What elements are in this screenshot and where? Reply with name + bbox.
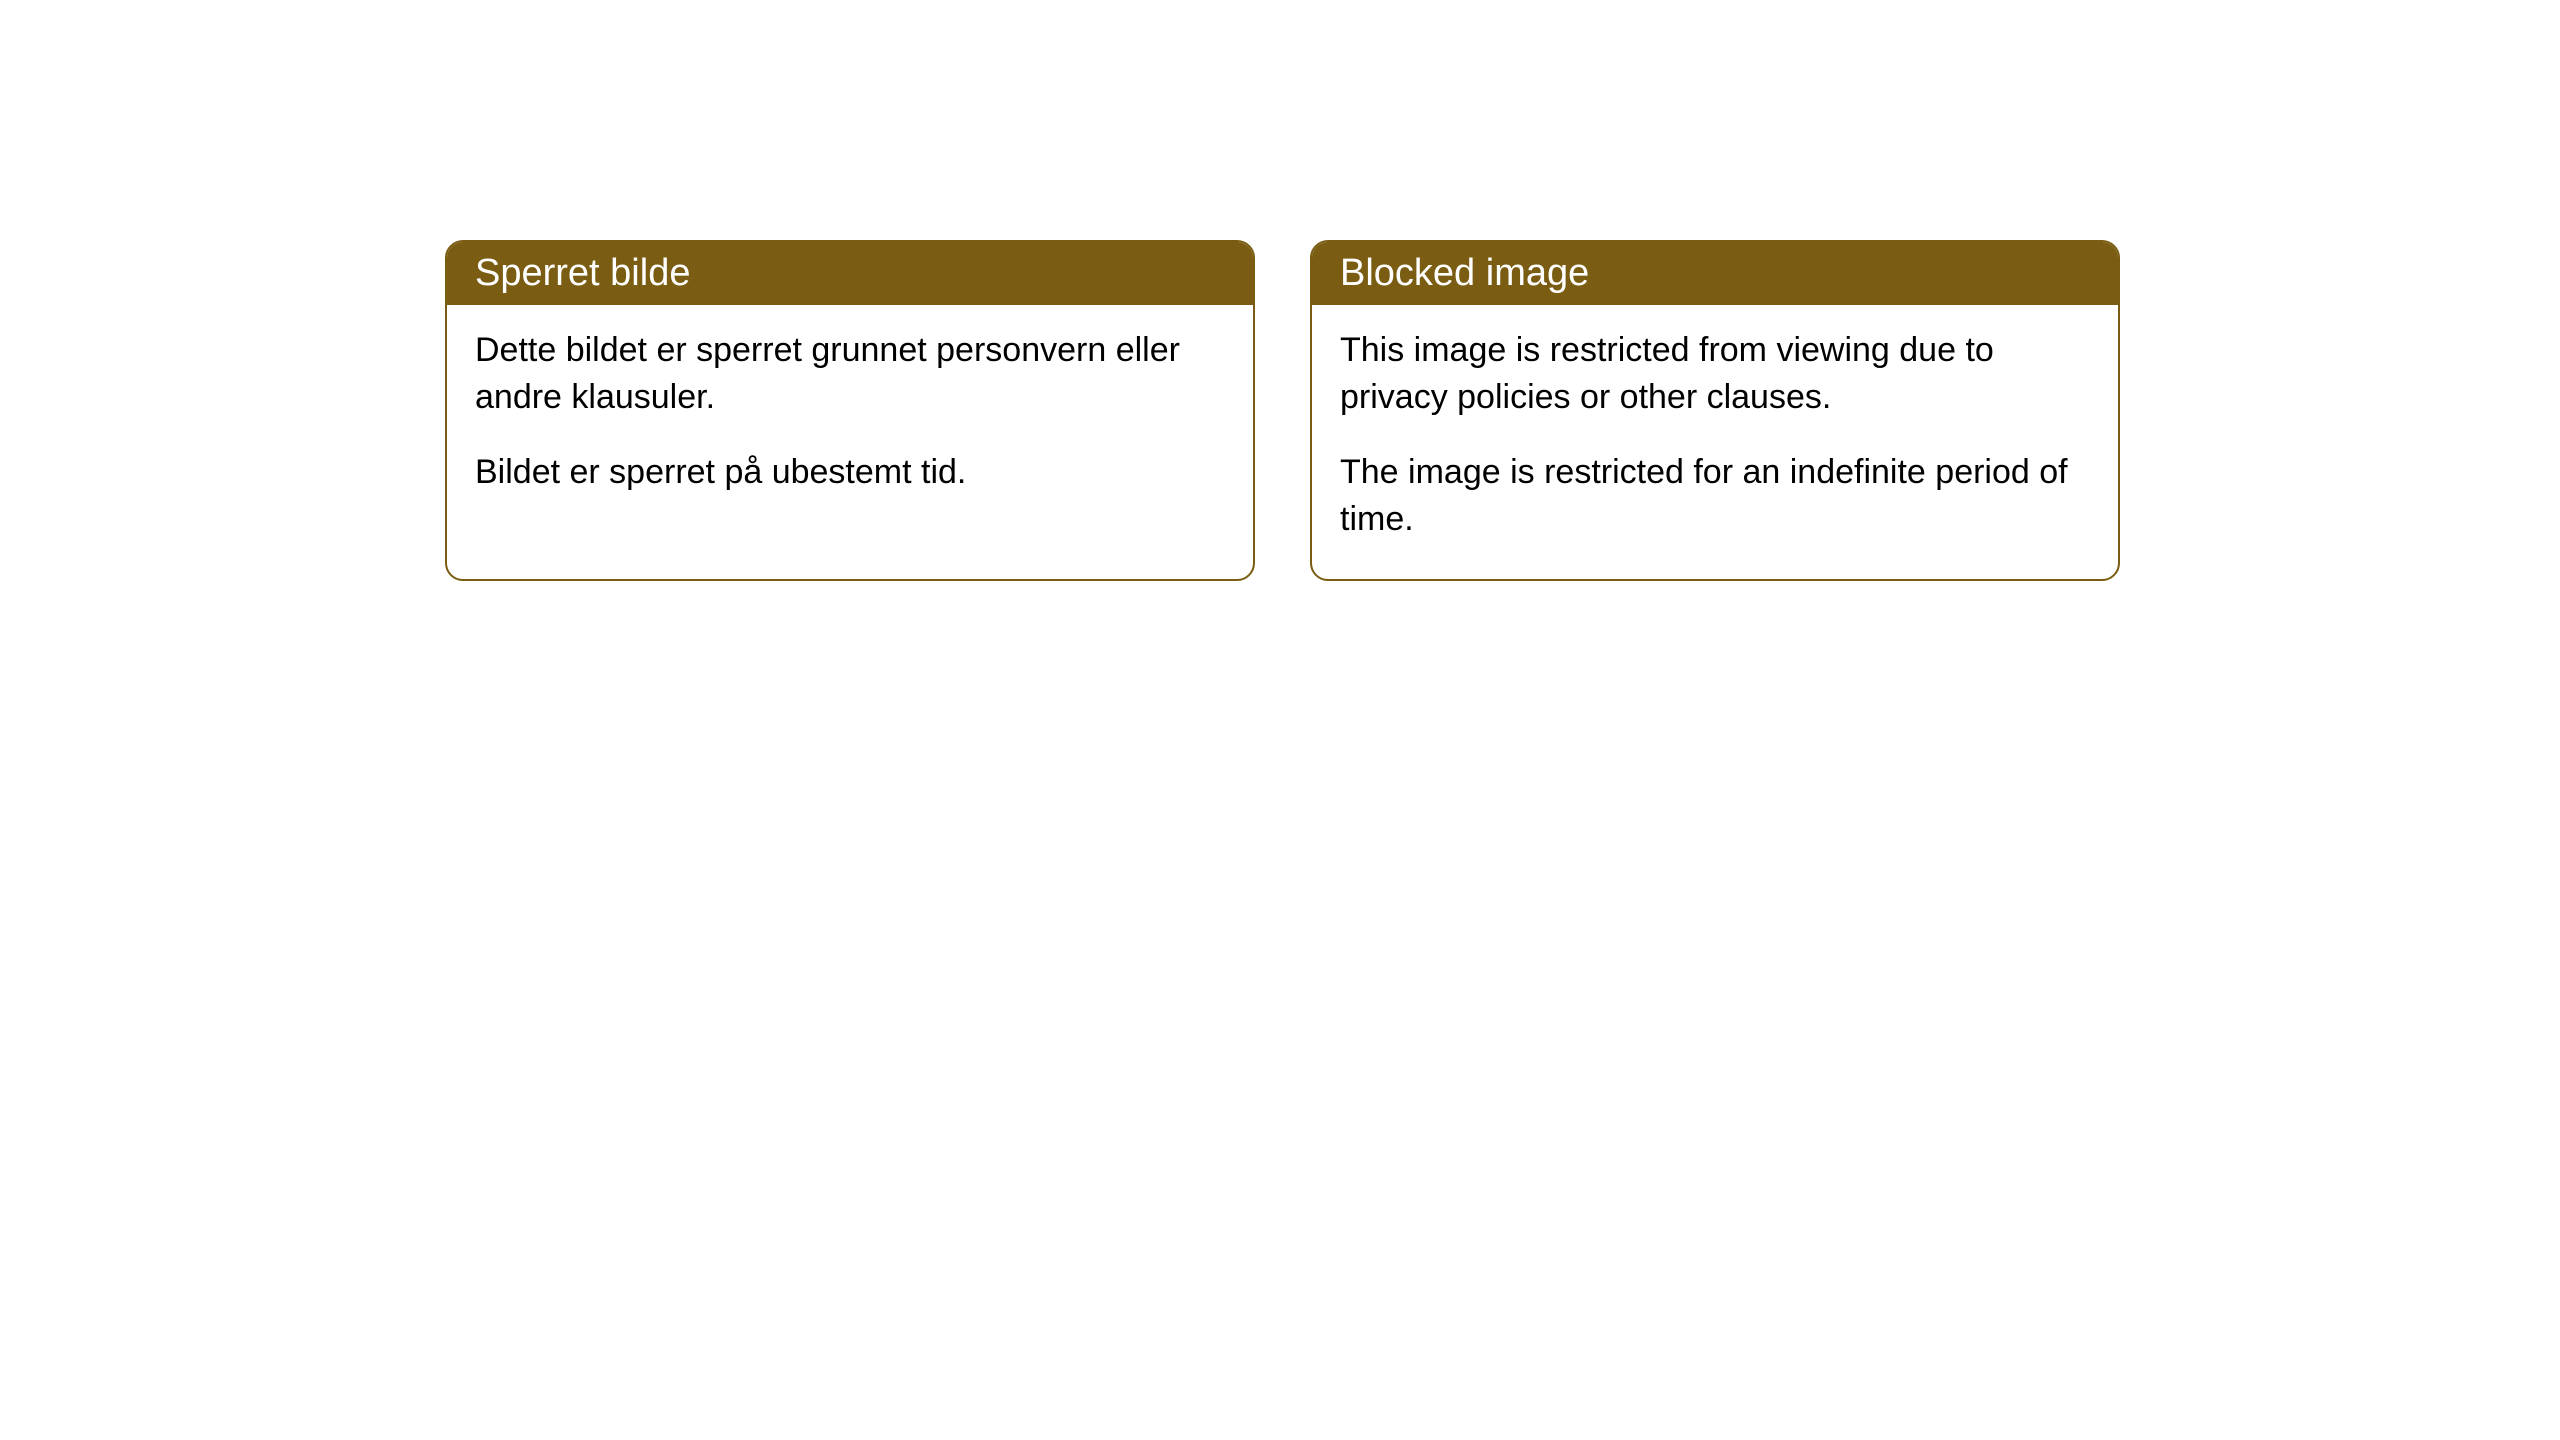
notice-header: Sperret bilde	[447, 242, 1253, 305]
notice-card-english: Blocked image This image is restricted f…	[1310, 240, 2120, 581]
notice-body: Dette bildet er sperret grunnet personve…	[447, 305, 1253, 532]
notice-paragraph: Bildet er sperret på ubestemt tid.	[475, 449, 1225, 496]
notice-container: Sperret bilde Dette bildet er sperret gr…	[0, 0, 2560, 581]
notice-paragraph: The image is restricted for an indefinit…	[1340, 449, 2090, 543]
notice-paragraph: This image is restricted from viewing du…	[1340, 327, 2090, 421]
notice-card-norwegian: Sperret bilde Dette bildet er sperret gr…	[445, 240, 1255, 581]
notice-paragraph: Dette bildet er sperret grunnet personve…	[475, 327, 1225, 421]
notice-body: This image is restricted from viewing du…	[1312, 305, 2118, 579]
notice-header: Blocked image	[1312, 242, 2118, 305]
